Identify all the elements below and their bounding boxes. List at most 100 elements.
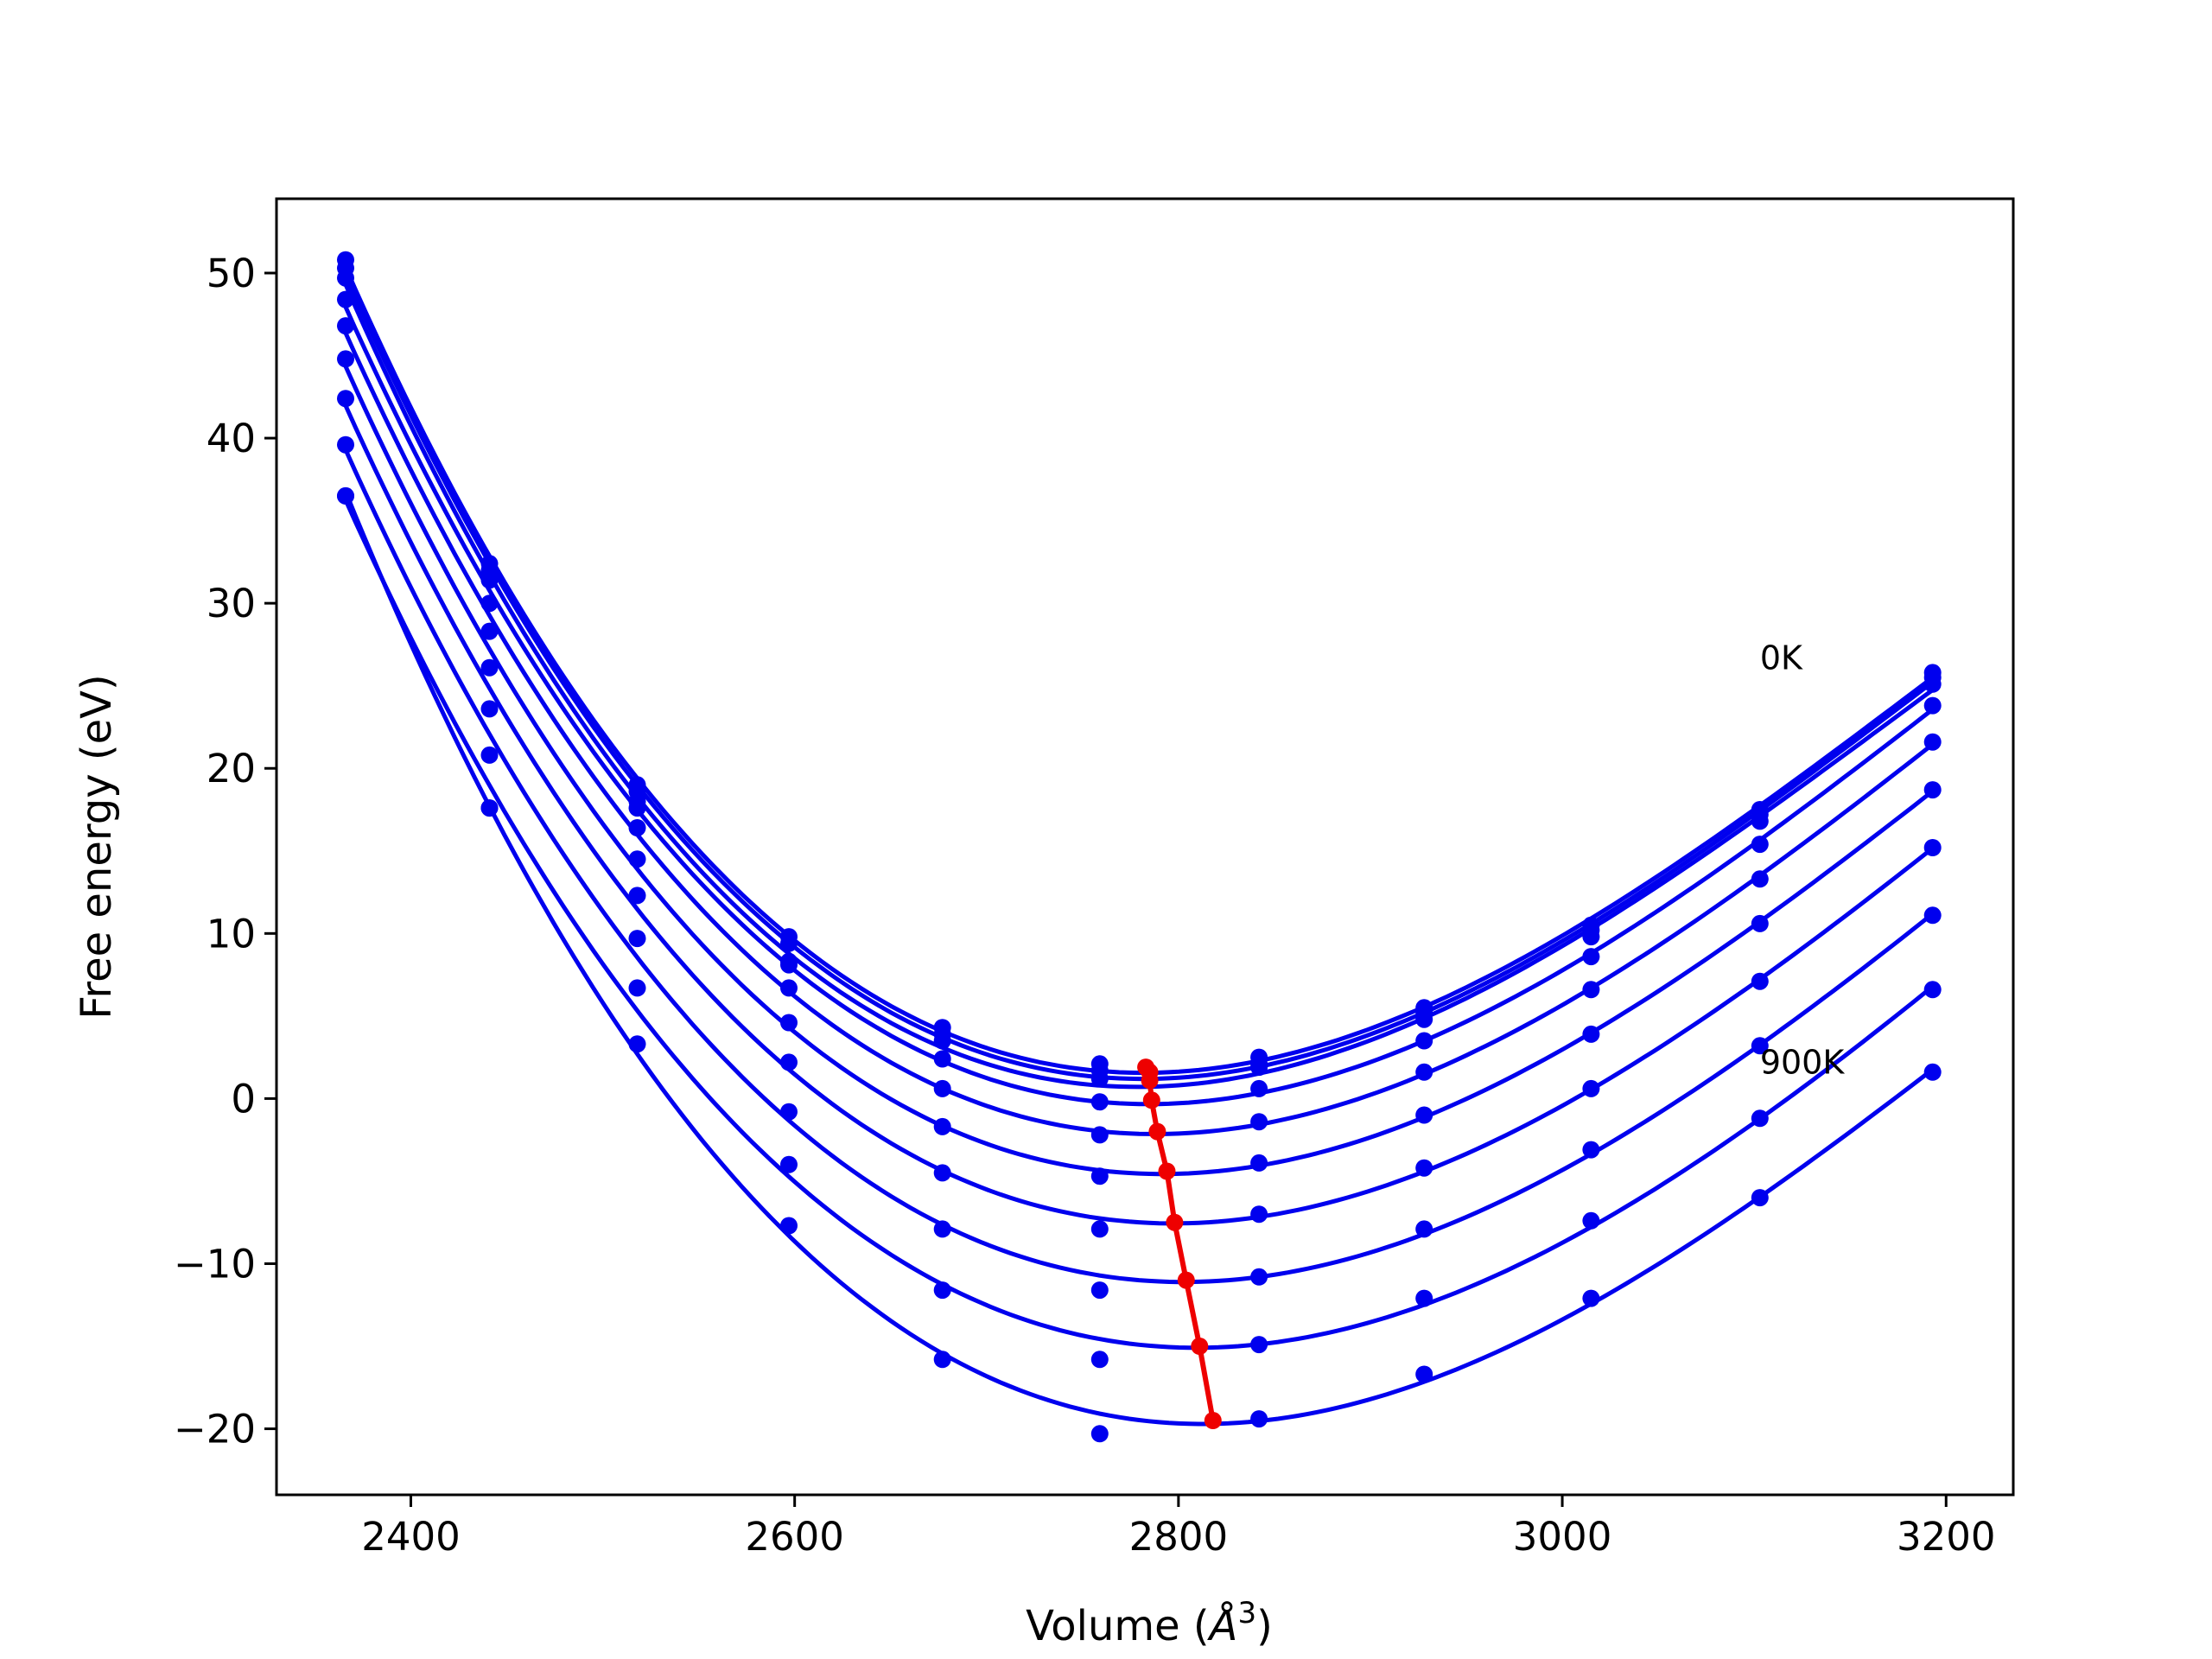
data-point <box>337 435 354 454</box>
annotations: 0K 900K <box>1760 639 1846 1082</box>
fit-curve <box>343 499 1935 1351</box>
data-point <box>628 1035 646 1053</box>
curve-annotation: 0K <box>1760 639 1803 677</box>
data-point <box>1751 870 1769 888</box>
data-point <box>780 1014 798 1032</box>
data-point <box>1250 1113 1268 1131</box>
fit-curve <box>343 266 1935 1076</box>
data-point <box>1751 1189 1769 1207</box>
data-point <box>1090 1281 1109 1300</box>
min-point <box>1142 1091 1160 1109</box>
data-point <box>1923 906 1942 925</box>
data-point <box>780 956 798 974</box>
data-point <box>1250 1336 1268 1354</box>
data-point <box>1582 1025 1600 1043</box>
fit-curve <box>343 365 1935 1177</box>
min-point <box>1191 1338 1209 1355</box>
fit-curve <box>343 283 1935 1090</box>
min-point <box>1141 1071 1159 1090</box>
data-point <box>1415 1010 1433 1028</box>
x-axis-label: Volume (Å3) <box>1026 1596 1273 1650</box>
data-point <box>780 1053 798 1071</box>
data-point <box>780 934 798 952</box>
y-tick-label: 0 <box>231 1076 256 1122</box>
data-point <box>480 622 499 640</box>
y-tick-label: 50 <box>207 251 256 296</box>
x-tick-label: 3000 <box>1513 1514 1612 1560</box>
y-axis-ticks: 50 40 30 20 10 0 −10 −20 <box>174 251 276 1452</box>
data-point <box>1582 981 1600 999</box>
x-tick-label: 2600 <box>745 1514 844 1560</box>
fit-curve <box>343 448 1935 1285</box>
data-point <box>628 979 646 997</box>
data-point <box>1250 1058 1268 1077</box>
data-point <box>1250 1410 1268 1428</box>
data-point <box>1751 1109 1769 1128</box>
data-point <box>480 746 499 764</box>
y-tick-label: −10 <box>174 1241 256 1287</box>
data-point <box>1582 1289 1600 1307</box>
data-point <box>337 350 354 368</box>
data-point <box>933 1079 951 1097</box>
data-point <box>780 1217 798 1235</box>
data-point <box>1582 948 1600 966</box>
data-point <box>1923 733 1942 751</box>
data-point <box>1090 1220 1109 1238</box>
curve-annotation: 900K <box>1760 1044 1846 1082</box>
data-point <box>337 486 354 505</box>
data-point <box>1923 1063 1942 1081</box>
data-point <box>1751 836 1769 854</box>
data-point <box>1090 1351 1109 1369</box>
data-point <box>933 1220 951 1238</box>
y-tick-label: 10 <box>207 911 256 957</box>
data-point <box>1250 1079 1268 1097</box>
min-point <box>1158 1162 1176 1180</box>
data-point <box>480 571 499 589</box>
y-tick-label: 20 <box>207 746 256 791</box>
data-point <box>337 269 354 287</box>
fit-curve <box>343 332 1935 1137</box>
data-point <box>780 979 798 997</box>
data-point <box>1923 839 1942 856</box>
x-axis-ticks: 2400 2600 2800 3000 3200 <box>361 1495 1996 1560</box>
data-point <box>933 1164 951 1182</box>
data-point <box>1415 1365 1433 1383</box>
plot-frame <box>275 197 2015 1497</box>
data-point <box>1415 1220 1433 1238</box>
data-point <box>933 1281 951 1300</box>
data-point <box>1582 1079 1600 1097</box>
data-point <box>933 1050 951 1068</box>
data-point <box>1923 781 1942 799</box>
data-point <box>1090 1126 1109 1144</box>
data-point <box>780 1155 798 1173</box>
data-point <box>628 819 646 836</box>
fit-curve <box>343 491 1935 1427</box>
data-point <box>933 1351 951 1369</box>
data-point <box>480 658 499 677</box>
data-point <box>1923 696 1942 715</box>
y-tick-label: 30 <box>207 581 256 626</box>
data-point <box>1250 1205 1268 1224</box>
data-point <box>1751 972 1769 990</box>
y-axis-label: Free energy (eV) <box>73 674 121 1019</box>
data-point <box>933 1117 951 1135</box>
data-point <box>1090 1167 1109 1185</box>
min-point <box>1204 1412 1222 1429</box>
data-point <box>1090 1093 1109 1111</box>
min-point <box>1148 1122 1166 1141</box>
y-tick-label: 40 <box>207 416 256 461</box>
data-point <box>480 799 499 817</box>
data-point <box>628 887 646 905</box>
x-tick-label: 2400 <box>361 1514 461 1560</box>
data-point <box>1415 1106 1433 1124</box>
data-point <box>337 290 354 308</box>
data-point <box>1415 1159 1433 1177</box>
fit-curve <box>343 274 1935 1082</box>
x-tick-label: 3200 <box>1897 1514 1996 1560</box>
data-point <box>1090 1425 1109 1443</box>
data-points <box>337 251 1942 1443</box>
data-point <box>480 700 499 718</box>
data-point <box>1415 1032 1433 1050</box>
